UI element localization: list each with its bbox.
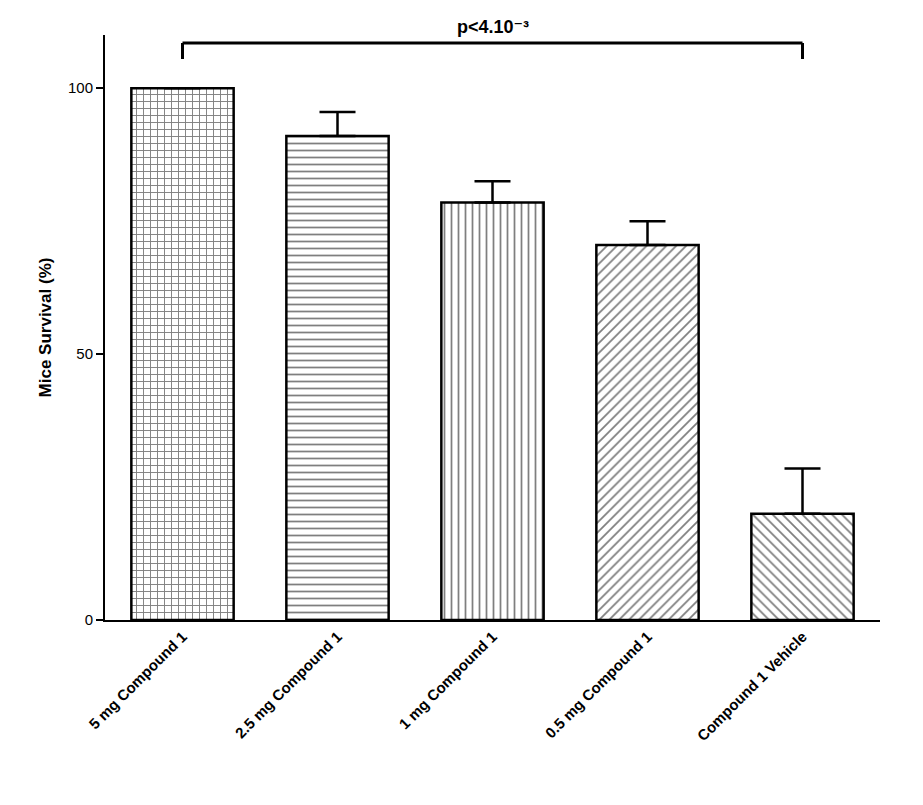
svg-text:Mice Survival (%): Mice Survival (%) [36, 258, 55, 398]
svg-text:100: 100 [68, 79, 93, 96]
svg-text:0.5 mg Compound 1: 0.5 mg Compound 1 [542, 628, 655, 741]
svg-text:Compound 1 Vehicle: Compound 1 Vehicle [694, 628, 810, 744]
svg-text:0: 0 [85, 611, 93, 628]
svg-text:5 mg Compound 1: 5 mg Compound 1 [85, 628, 190, 733]
svg-text:50: 50 [76, 345, 93, 362]
svg-text:1 mg Compound 1: 1 mg Compound 1 [395, 628, 500, 733]
svg-text:p<4.10⁻³: p<4.10⁻³ [457, 17, 529, 37]
svg-text:2.5 mg Compound 1: 2.5 mg Compound 1 [232, 628, 345, 741]
